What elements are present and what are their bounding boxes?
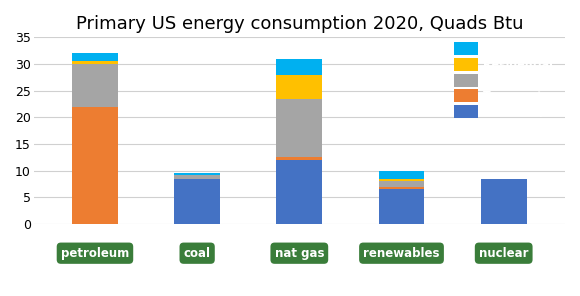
Bar (174, 178, 220, 224)
Bar (379, 170, 425, 178)
Legend: Commercial, Residential, Industrial, Transport, Electricity: Commercial, Residential, Industrial, Tra… (451, 39, 560, 121)
Bar (276, 160, 322, 224)
Bar (174, 175, 220, 178)
Bar (379, 186, 425, 189)
Text: petroleum: petroleum (61, 247, 129, 260)
Bar (379, 178, 425, 181)
Bar (379, 189, 425, 224)
Text: nat gas: nat gas (274, 247, 324, 260)
Bar (276, 157, 322, 160)
Bar (481, 178, 527, 224)
Bar (72, 53, 118, 61)
Bar (72, 61, 118, 64)
Bar (276, 59, 322, 75)
Text: coal: coal (184, 247, 211, 260)
Text: renewables: renewables (363, 247, 440, 260)
Bar (72, 107, 118, 224)
Bar (174, 173, 220, 175)
Text: nuclear: nuclear (479, 247, 528, 260)
Bar (276, 99, 322, 157)
Title: Primary US energy consumption 2020, Quads Btu: Primary US energy consumption 2020, Quad… (75, 15, 523, 33)
Bar (379, 181, 425, 186)
Bar (72, 64, 118, 107)
Bar (276, 75, 322, 99)
